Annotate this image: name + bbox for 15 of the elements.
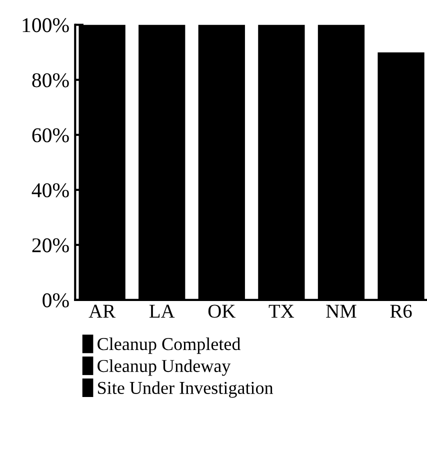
y-tick-label: 100% [22,18,69,32]
x-tick-label: TX [268,304,294,318]
y-tick-label: 0% [42,293,69,308]
y-tick-label: 60% [32,128,69,142]
legend-label: Cleanup Completed [98,337,241,354]
y-tick-label: 40% [32,183,69,198]
legend-label: Site Under Investigation [98,381,274,398]
x-tick-label: OK [208,304,236,318]
y-tick-label: 20% [32,238,69,252]
x-tick-label: AR [88,304,116,318]
legend-label: Cleanup Undeway [98,359,231,376]
y-tick-label: 80% [32,73,69,88]
x-tick-label: R6 [390,304,412,318]
x-tick-label: LA [149,304,175,318]
x-tick-label: NM [326,304,356,318]
